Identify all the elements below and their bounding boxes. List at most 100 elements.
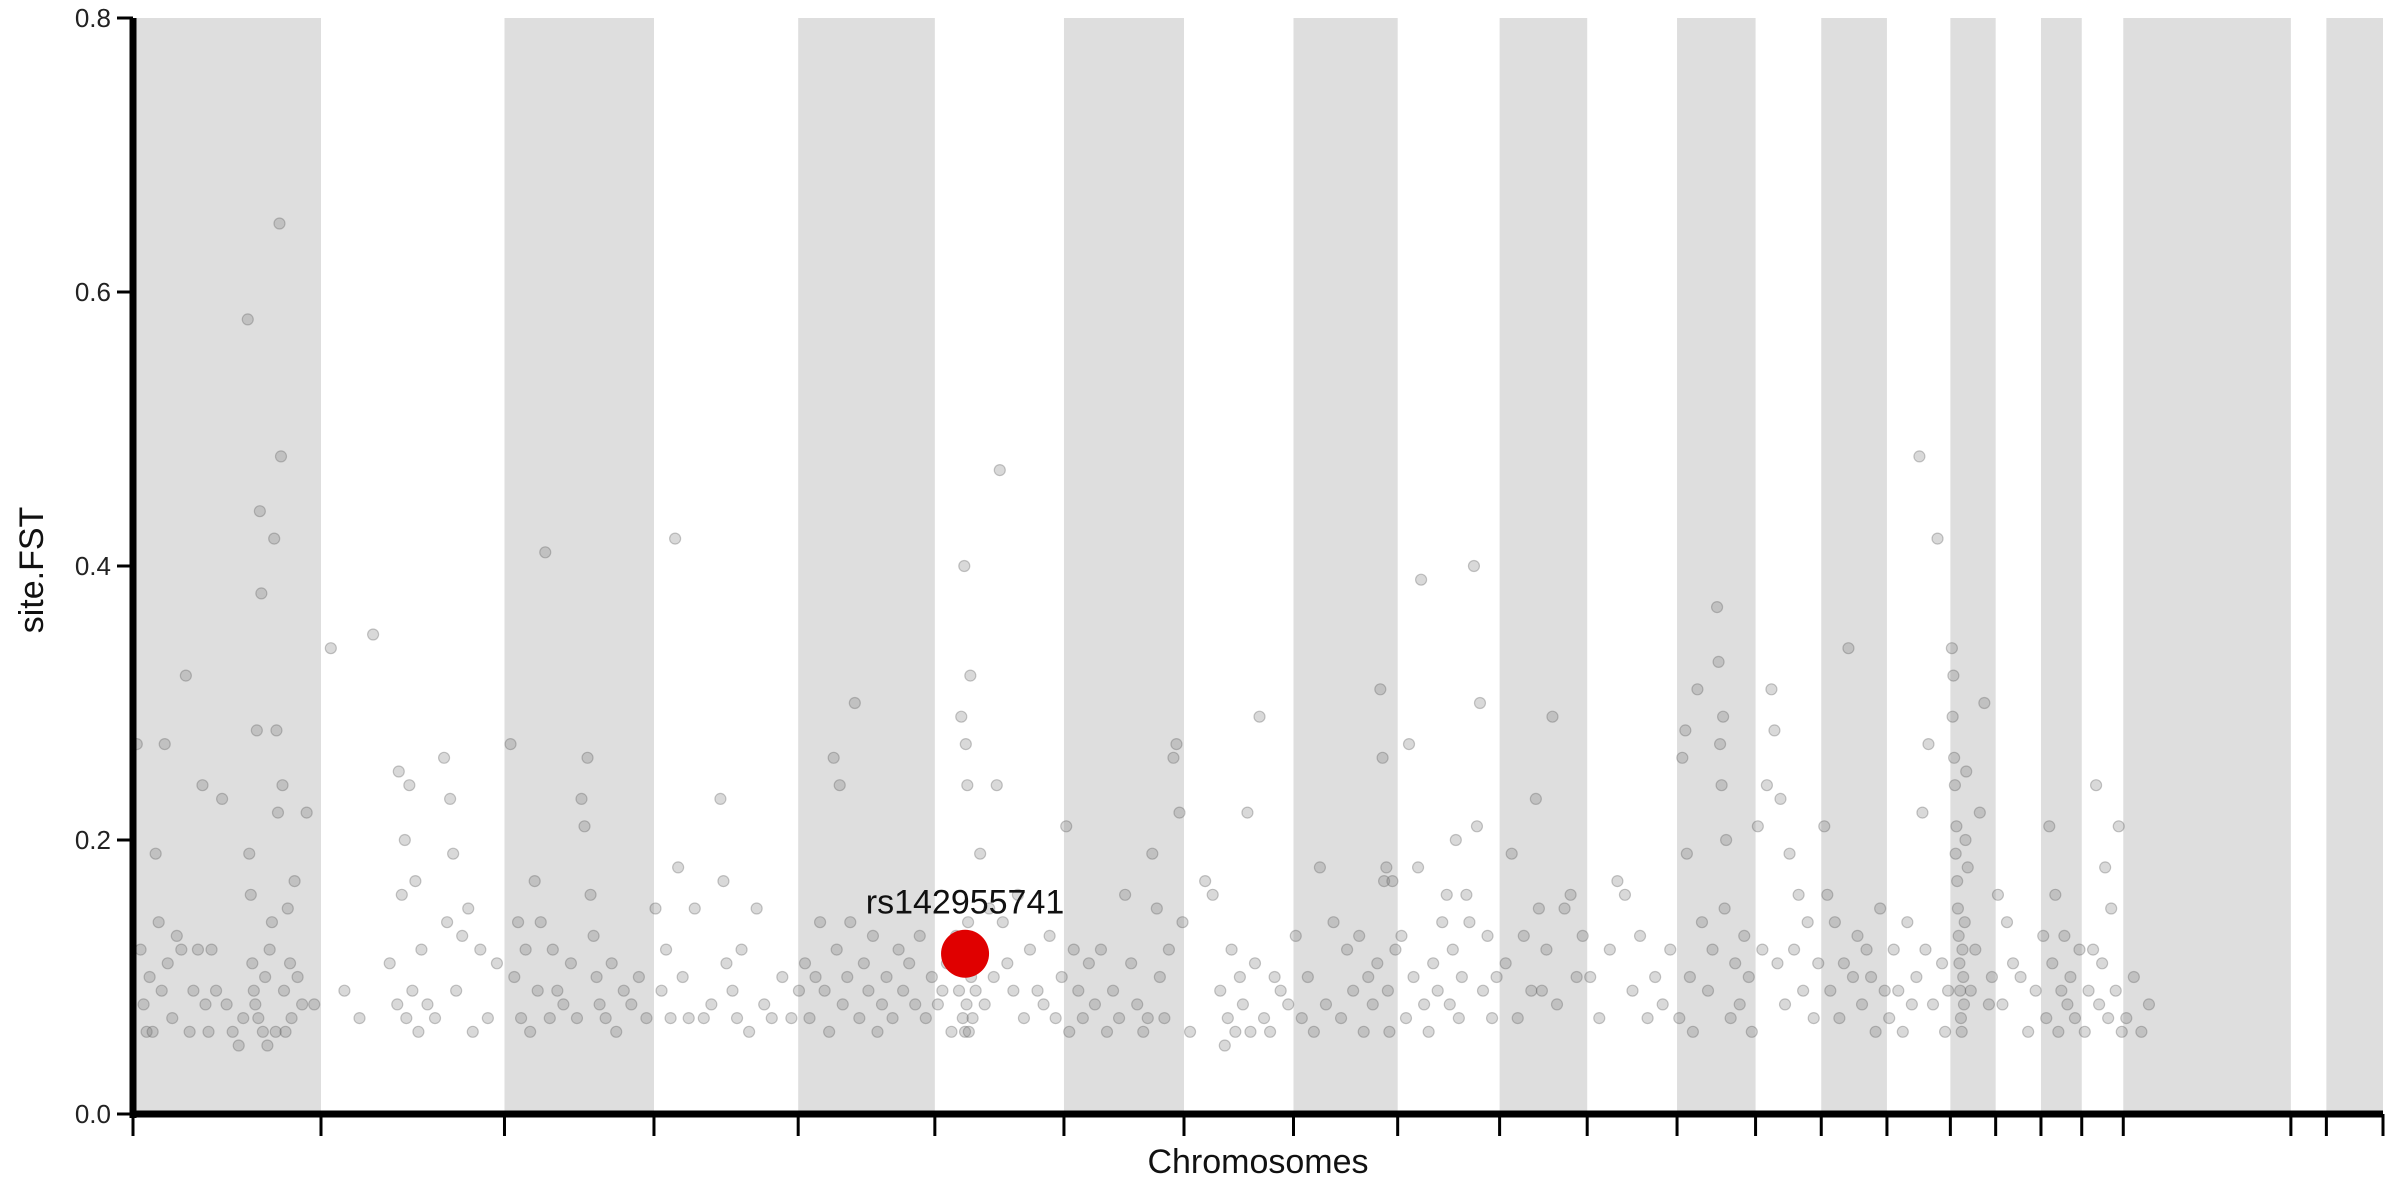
data-point bbox=[2120, 1011, 2133, 1025]
data-point bbox=[758, 998, 771, 1011]
data-point bbox=[1938, 1025, 1952, 1038]
data-point bbox=[1119, 888, 1132, 901]
data-point bbox=[1112, 1011, 1126, 1025]
data-point bbox=[1718, 902, 1731, 915]
data-point bbox=[215, 792, 229, 806]
y-tick-label: 0.0 bbox=[75, 1099, 111, 1129]
data-point bbox=[688, 902, 701, 915]
data-point bbox=[599, 1011, 612, 1025]
chromosome-band-23 bbox=[2326, 18, 2383, 1114]
data-point bbox=[1887, 943, 1900, 956]
data-point bbox=[978, 998, 991, 1011]
data-point bbox=[220, 998, 233, 1011]
data-point bbox=[1340, 943, 1354, 956]
data-point bbox=[1961, 861, 1974, 874]
data-point bbox=[1383, 1025, 1396, 1038]
data-point bbox=[1593, 1011, 1606, 1025]
data-point bbox=[1517, 929, 1530, 943]
data-point bbox=[1455, 970, 1468, 984]
data-point bbox=[2102, 1011, 2115, 1025]
chromosome-band-21 bbox=[2123, 18, 2291, 1114]
data-point bbox=[664, 1011, 677, 1025]
data-point bbox=[2115, 1025, 2128, 1038]
data-point bbox=[149, 847, 162, 860]
data-point bbox=[1713, 737, 1727, 751]
data-point bbox=[1389, 943, 1402, 956]
data-point bbox=[1529, 792, 1542, 806]
data-point bbox=[1153, 970, 1166, 984]
data-point bbox=[1263, 1025, 1277, 1038]
data-point bbox=[281, 902, 294, 915]
data-point bbox=[1947, 669, 1960, 682]
data-point bbox=[765, 1011, 778, 1025]
data-point bbox=[2142, 998, 2156, 1011]
data-point bbox=[199, 998, 212, 1011]
data-point bbox=[827, 751, 840, 764]
data-point bbox=[1913, 450, 1926, 463]
data-point bbox=[1783, 847, 1796, 860]
data-point bbox=[866, 929, 880, 943]
highlighted-snp-marker[interactable] bbox=[941, 929, 990, 978]
data-point bbox=[1141, 1011, 1154, 1025]
data-point bbox=[243, 847, 256, 860]
data-point bbox=[1676, 751, 1689, 764]
data-point bbox=[1371, 957, 1384, 970]
data-point bbox=[1952, 929, 1965, 943]
data-point bbox=[1037, 998, 1050, 1011]
data-point bbox=[1072, 984, 1085, 997]
data-point bbox=[137, 998, 150, 1011]
y-tick-label: 0.4 bbox=[75, 551, 111, 581]
data-point bbox=[187, 984, 200, 997]
data-point bbox=[196, 779, 209, 792]
data-point bbox=[1055, 970, 1068, 984]
data-point bbox=[1679, 724, 1692, 737]
data-point bbox=[1125, 957, 1138, 970]
data-point bbox=[367, 628, 380, 641]
data-point bbox=[246, 957, 259, 970]
data-point bbox=[466, 1025, 479, 1038]
data-point bbox=[1131, 998, 1144, 1011]
data-point bbox=[1031, 984, 1044, 997]
data-point bbox=[1049, 1011, 1062, 1025]
data-point bbox=[672, 861, 685, 874]
data-point bbox=[823, 1025, 836, 1038]
data-point bbox=[1221, 1011, 1234, 1025]
data-point bbox=[1973, 806, 1986, 819]
data-point bbox=[983, 902, 996, 915]
data-point bbox=[308, 998, 321, 1011]
data-point bbox=[1949, 847, 1962, 860]
data-point bbox=[682, 1011, 695, 1025]
data-point bbox=[1837, 957, 1851, 970]
data-point bbox=[1842, 642, 1855, 655]
data-point bbox=[2096, 957, 2109, 970]
data-point bbox=[1176, 916, 1189, 929]
data-point bbox=[1570, 970, 1583, 984]
data-point bbox=[415, 943, 428, 956]
data-point bbox=[546, 943, 559, 956]
data-point bbox=[1460, 888, 1473, 901]
data-point bbox=[1878, 984, 1891, 997]
data-point bbox=[1248, 957, 1262, 970]
data-point bbox=[1576, 929, 1589, 943]
data-point bbox=[1470, 820, 1484, 833]
data-point bbox=[244, 888, 257, 901]
data-point bbox=[511, 916, 525, 929]
data-point bbox=[697, 1011, 710, 1025]
data-point bbox=[277, 984, 291, 997]
data-point bbox=[1088, 998, 1102, 1011]
data-point bbox=[2135, 1025, 2148, 1038]
data-point bbox=[1257, 1011, 1271, 1025]
data-point bbox=[247, 984, 260, 997]
data-point bbox=[1274, 984, 1287, 997]
data-point bbox=[1452, 1011, 1465, 1025]
data-point bbox=[936, 984, 949, 997]
data-point bbox=[1860, 943, 1873, 956]
data-point bbox=[1431, 984, 1444, 997]
data-point bbox=[659, 943, 673, 956]
chromosome-band-15 bbox=[1821, 18, 1887, 1114]
data-point bbox=[1282, 998, 1295, 1011]
data-point bbox=[1082, 957, 1095, 970]
data-point bbox=[1094, 943, 1108, 956]
data-point bbox=[353, 1011, 366, 1025]
